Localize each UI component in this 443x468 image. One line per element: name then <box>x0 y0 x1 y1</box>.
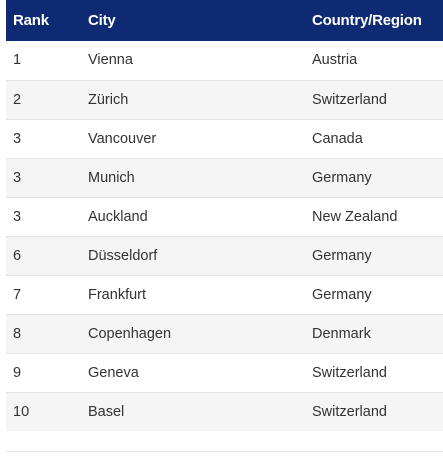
cell-country: Switzerland <box>312 364 387 381</box>
cell-city: Vancouver <box>88 130 157 147</box>
cell-city: Auckland <box>88 208 148 225</box>
cell-city: Frankfurt <box>88 286 147 303</box>
table-header: Rank City Country/Region <box>6 0 443 41</box>
cell-rank: 7 <box>13 286 22 303</box>
table-row: 3 Auckland New Zealand <box>6 197 443 236</box>
table-row: 10 Basel Switzerland <box>6 392 443 431</box>
table-body: 1 Vienna Austria 2 Zürich Switzerland 3 … <box>6 41 443 431</box>
cell-rank: 9 <box>13 364 22 381</box>
header-row: Rank City Country/Region <box>6 0 443 41</box>
cell-city: Vienna <box>88 52 133 69</box>
cell-city: Copenhagen <box>88 325 172 342</box>
cell-country: Switzerland <box>312 91 387 108</box>
table-row: 1 Vienna Austria <box>6 41 443 80</box>
cell-rank: 2 <box>13 91 22 108</box>
city-ranking-table: Rank City Country/Region 1 Vienna Austri… <box>6 0 443 432</box>
cell-country: Denmark <box>312 325 371 342</box>
cell-rank: 6 <box>13 247 22 264</box>
table-row: 8 Copenhagen Denmark <box>6 314 443 353</box>
cell-country: Germany <box>312 286 372 303</box>
cell-country: Switzerland <box>312 403 387 420</box>
table-bottom-divider <box>6 431 443 452</box>
cell-country: New Zealand <box>312 208 398 225</box>
cell-rank: 3 <box>13 169 22 186</box>
header-country: Country/Region <box>312 12 422 29</box>
cell-country: Canada <box>312 130 363 147</box>
table-row: 2 Zürich Switzerland <box>6 80 443 119</box>
cell-rank: 3 <box>13 208 22 225</box>
cell-country: Austria <box>312 52 358 69</box>
cell-country: Germany <box>312 247 372 264</box>
header-city: City <box>88 12 116 29</box>
header-rank: Rank <box>13 12 49 29</box>
cell-city: Geneva <box>88 364 139 381</box>
cell-city: Munich <box>88 169 135 186</box>
table-row: 3 Munich Germany <box>6 158 443 197</box>
ranking-table-container: Rank City Country/Region 1 Vienna Austri… <box>6 0 443 432</box>
cell-city: Zürich <box>88 91 129 108</box>
cell-city: Basel <box>88 403 125 420</box>
table-row: 3 Vancouver Canada <box>6 119 443 158</box>
table-row: 6 Düsseldorf Germany <box>6 236 443 275</box>
cell-rank: 10 <box>13 403 30 420</box>
cell-rank: 3 <box>13 130 22 147</box>
cell-city: Düsseldorf <box>88 247 158 264</box>
table-row: 9 Geneva Switzerland <box>6 353 443 392</box>
cell-rank: 1 <box>13 52 22 69</box>
cell-rank: 8 <box>13 325 22 342</box>
cell-country: Germany <box>312 169 372 186</box>
table-row: 7 Frankfurt Germany <box>6 275 443 314</box>
